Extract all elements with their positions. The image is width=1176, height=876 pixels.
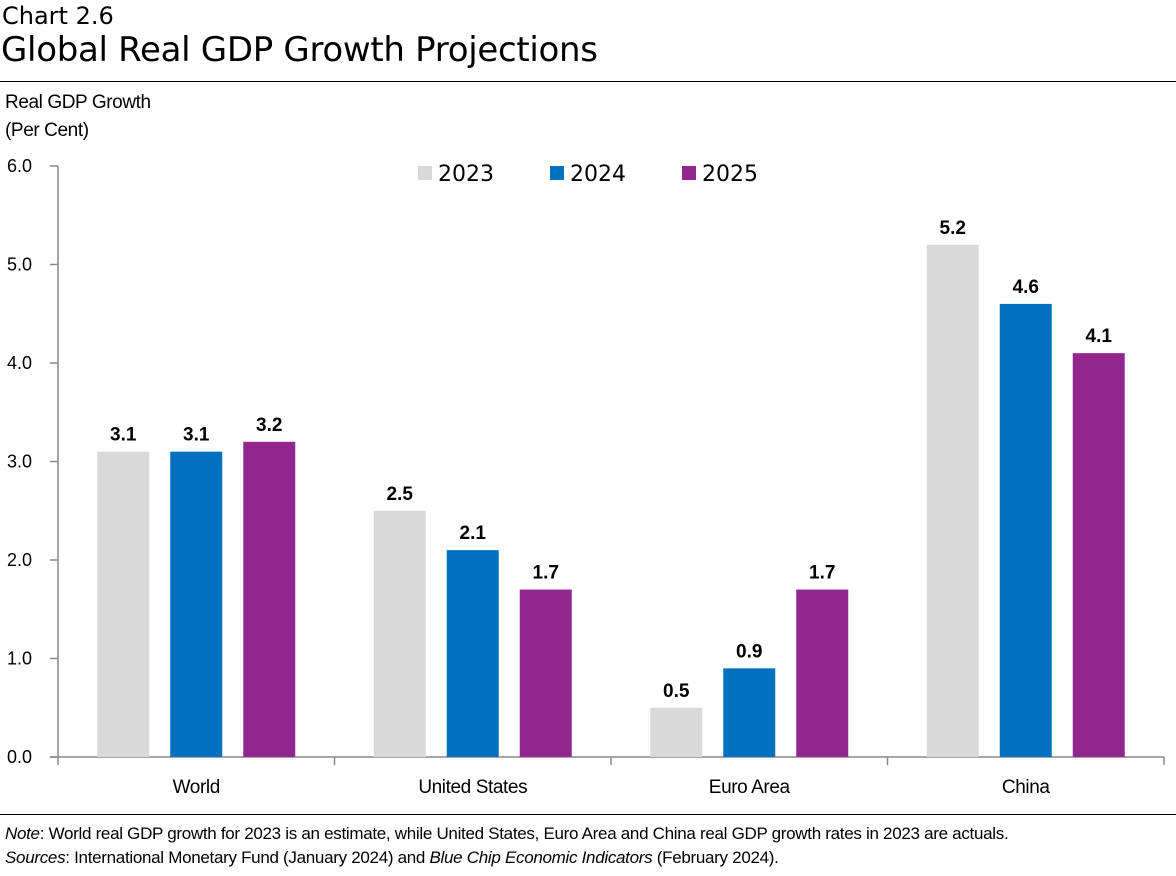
chart-title: Global Real GDP Growth Projections	[1, 30, 598, 70]
x-category-label: China	[1002, 777, 1050, 798]
bar-2024-china	[999, 303, 1052, 757]
legend-swatch-2023	[418, 166, 432, 180]
chart-number: Chart 2.6	[2, 2, 114, 30]
data-label: 0.5	[663, 681, 690, 702]
data-label: 4.1	[1086, 326, 1113, 347]
data-label: 1.7	[809, 563, 835, 584]
legend-label: 2023	[438, 162, 494, 187]
y-axis-label-line2: (Per Cent)	[5, 120, 89, 141]
x-category-label: United States	[418, 777, 527, 798]
data-label: 4.6	[1013, 277, 1039, 298]
data-label: 5.2	[940, 218, 966, 239]
notes-divider	[0, 814, 1176, 815]
bar-2024-euro-area	[723, 668, 776, 757]
y-tick-label: 1.0	[7, 649, 32, 669]
bar-2024-world	[170, 451, 223, 757]
x-category-label: Euro Area	[709, 777, 791, 798]
data-label: 2.5	[387, 484, 414, 505]
legend-label: 2025	[702, 162, 758, 187]
y-tick-label: 2.0	[7, 550, 32, 570]
x-category-label: World	[173, 777, 220, 798]
title-divider	[0, 81, 1176, 82]
note-text: : World real GDP growth for 2023 is an e…	[39, 824, 1009, 843]
data-label: 0.9	[736, 641, 762, 662]
sources-text-2: (February 2024).	[652, 848, 779, 867]
bar-2025-china	[1072, 353, 1125, 757]
legend-label: 2024	[570, 162, 626, 187]
bar-chart: 0.0 1.0 2.0 3.0 4.0 5.0 6.0 World 3.1 3.1 3.2 Unite…	[7, 156, 1165, 798]
notes: Note: World real GDP growth for 2023 is …	[5, 822, 1009, 870]
y-tick-label: 3.0	[7, 452, 32, 472]
bar-2023-china	[926, 244, 979, 758]
note-line: Note: World real GDP growth for 2023 is …	[5, 822, 1009, 846]
data-label: 3.1	[183, 425, 210, 446]
bar-2025-united-states	[519, 589, 572, 757]
sources-line: Sources: International Monetary Fund (Ja…	[5, 846, 1008, 870]
y-tick-label: 5.0	[7, 255, 32, 275]
bar-2024-united-states	[446, 550, 499, 757]
data-label: 2.1	[460, 523, 487, 544]
data-label: 1.7	[533, 563, 559, 584]
note-label: Note	[5, 824, 40, 843]
bar-2025-euro-area	[796, 589, 849, 757]
sources-publication: Blue Chip Economic Indicators	[429, 848, 653, 867]
y-tick-label: 4.0	[7, 353, 32, 373]
bar-2025-world	[243, 441, 296, 757]
bar-2023-euro-area	[650, 707, 703, 757]
data-label: 3.2	[256, 415, 282, 436]
y-axis-label-line1: Real GDP Growth	[5, 92, 151, 113]
sources-label: Sources	[5, 848, 66, 867]
y-tick-label: 6.0	[7, 156, 32, 176]
sources-text-1: : International Monetary Fund (January 2…	[65, 848, 430, 867]
bar-2023-world	[97, 451, 150, 757]
data-label: 3.1	[110, 425, 137, 446]
bar-2023-united-states	[373, 510, 426, 757]
legend-swatch-2024	[550, 166, 564, 180]
legend-swatch-2025	[682, 166, 696, 180]
y-tick-label: 0.0	[7, 747, 32, 767]
